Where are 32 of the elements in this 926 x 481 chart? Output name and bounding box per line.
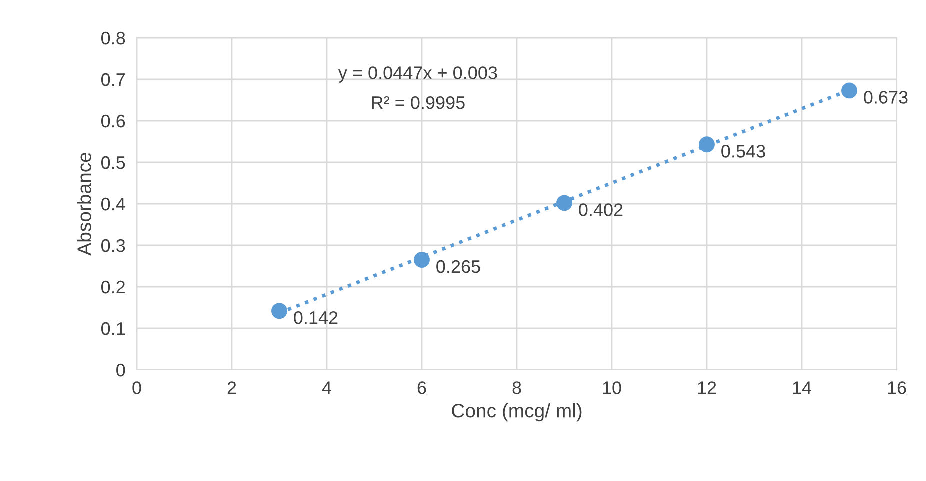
y-tick-label: 0.2 (101, 280, 125, 294)
annotation: R² = 0.9995 (372, 96, 465, 110)
data-label: 0.142 (294, 311, 338, 324)
x-tick-label: 8 (512, 382, 522, 394)
x-tick-label: 10 (603, 382, 622, 394)
point (272, 303, 288, 320)
y-tick-label: 0.3 (101, 239, 126, 252)
x-tick-label: 12 (698, 382, 716, 394)
y-tick-label: 0.8 (101, 32, 126, 45)
data-label: 0.543 (722, 145, 766, 158)
y-tick-label: 0.1 (101, 322, 126, 336)
data-label: 0.673 (864, 91, 908, 104)
y-tick-label: 0.4 (101, 198, 126, 211)
x-tick-label: 14 (793, 382, 812, 394)
y-tick-label: 0.7 (101, 73, 125, 86)
point (556, 195, 572, 212)
data-label: 0.265 (436, 260, 480, 274)
x-tick-label: 2 (228, 382, 236, 394)
x-tick-label: 0 (132, 382, 142, 394)
y-tick-label: 0 (116, 364, 126, 377)
x-tick-label: 6 (418, 382, 426, 394)
y-tick-label: 0.6 (101, 114, 126, 128)
y-tick-label: 0.5 (101, 156, 126, 170)
point (842, 82, 858, 99)
point (414, 252, 430, 268)
x-tick-label: 4 (322, 382, 332, 394)
point (699, 136, 715, 153)
x-tick-label: 16 (888, 382, 906, 394)
data-label: 0.402 (579, 204, 623, 216)
y-axis-title: Absorbance (77, 152, 92, 256)
x-axis-title: Conc (mcg/ ml) (452, 404, 582, 422)
annotation: y = 0.0447x + 0.003 (338, 66, 498, 83)
